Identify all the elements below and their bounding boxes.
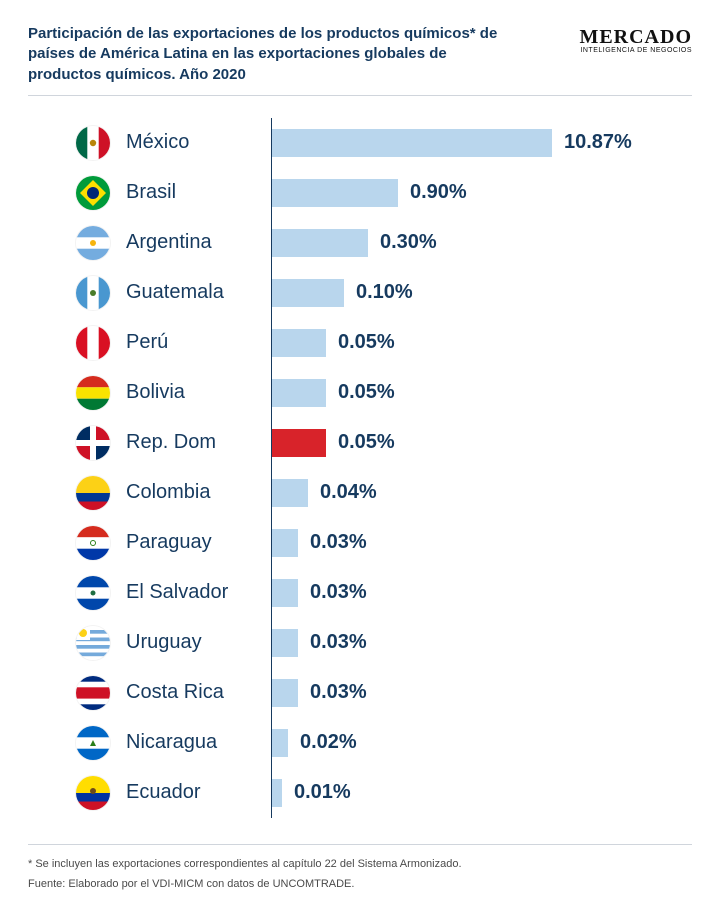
footer: * Se incluyen las exportaciones correspo…	[28, 844, 692, 895]
country-label: Bolivia	[126, 381, 271, 404]
sv-flag-icon	[76, 576, 110, 610]
value-label: 0.05%	[338, 331, 395, 354]
bar-area: 0.05%	[271, 418, 692, 468]
value-label: 0.04%	[320, 481, 377, 504]
bar-area: 0.03%	[271, 518, 692, 568]
bar-area: 0.90%	[271, 168, 692, 218]
header: Participación de las exportaciones de lo…	[28, 24, 692, 96]
bar	[272, 429, 326, 457]
chart-row: México 10.87%	[76, 118, 692, 168]
bar-area: 0.01%	[271, 768, 692, 818]
chart-row: Guatemala 0.10%	[76, 268, 692, 318]
bar-area: 0.04%	[271, 468, 692, 518]
value-label: 0.05%	[338, 431, 395, 454]
bar-chart: México 10.87% Brasil 0.90% Argentina 0.30% Gua…	[28, 118, 692, 818]
uy-flag-icon	[76, 626, 110, 660]
chart-row: Perú 0.05%	[76, 318, 692, 368]
bar	[272, 779, 282, 807]
brand-name: MERCADO	[579, 26, 692, 49]
value-label: 0.03%	[310, 581, 367, 604]
chart-row: Ecuador 0.01%	[76, 768, 692, 818]
bar	[272, 629, 298, 657]
bar	[272, 479, 308, 507]
py-flag-icon	[76, 526, 110, 560]
value-label: 0.90%	[410, 181, 467, 204]
country-label: Nicaragua	[126, 731, 271, 754]
bar	[272, 329, 326, 357]
co-flag-icon	[76, 476, 110, 510]
bar	[272, 179, 398, 207]
bar	[272, 379, 326, 407]
br-flag-icon	[76, 176, 110, 210]
country-label: El Salvador	[126, 581, 271, 604]
country-label: México	[126, 131, 271, 154]
chart-row: Rep. Dom 0.05%	[76, 418, 692, 468]
chart-row: Nicaragua 0.02%	[76, 718, 692, 768]
bar-area: 0.10%	[271, 268, 692, 318]
country-label: Ecuador	[126, 781, 271, 804]
chart-row: Brasil 0.90%	[76, 168, 692, 218]
bar-area: 0.05%	[271, 368, 692, 418]
value-label: 10.87%	[564, 131, 632, 154]
country-label: Argentina	[126, 231, 271, 254]
bar-area: 0.03%	[271, 568, 692, 618]
bar	[272, 229, 368, 257]
bar	[272, 729, 288, 757]
value-label: 0.05%	[338, 381, 395, 404]
country-label: Rep. Dom	[126, 431, 271, 454]
ni-flag-icon	[76, 726, 110, 760]
bo-flag-icon	[76, 376, 110, 410]
bar-area: 0.03%	[271, 668, 692, 718]
bar	[272, 529, 298, 557]
value-label: 0.03%	[310, 531, 367, 554]
footnote: * Se incluyen las exportaciones correspo…	[28, 855, 692, 875]
value-label: 0.30%	[380, 231, 437, 254]
country-label: Paraguay	[126, 531, 271, 554]
chart-row: Bolivia 0.05%	[76, 368, 692, 418]
chart-row: Colombia 0.04%	[76, 468, 692, 518]
country-label: Uruguay	[126, 631, 271, 654]
bar-area: 0.03%	[271, 618, 692, 668]
bar-area: 0.30%	[271, 218, 692, 268]
cr-flag-icon	[76, 676, 110, 710]
do-flag-icon	[76, 426, 110, 460]
bar	[272, 279, 344, 307]
value-label: 0.01%	[294, 781, 351, 804]
brand-block: MERCADO INTELIGENCIA DE NEGOCIOS	[579, 24, 692, 54]
country-label: Guatemala	[126, 281, 271, 304]
source-line: Fuente: Elaborado por el VDI-MICM con da…	[28, 875, 692, 895]
value-label: 0.03%	[310, 681, 367, 704]
ar-flag-icon	[76, 226, 110, 260]
bar-area: 10.87%	[271, 118, 692, 168]
value-label: 0.02%	[300, 731, 357, 754]
chart-row: El Salvador 0.03%	[76, 568, 692, 618]
bar-area: 0.02%	[271, 718, 692, 768]
chart-row: Argentina 0.30%	[76, 218, 692, 268]
bar	[272, 129, 552, 157]
bar	[272, 679, 298, 707]
value-label: 0.10%	[356, 281, 413, 304]
chart-row: Costa Rica 0.03%	[76, 668, 692, 718]
gt-flag-icon	[76, 276, 110, 310]
value-label: 0.03%	[310, 631, 367, 654]
bar	[272, 579, 298, 607]
pe-flag-icon	[76, 326, 110, 360]
chart-row: Uruguay 0.03%	[76, 618, 692, 668]
country-label: Colombia	[126, 481, 271, 504]
brand-subtitle: INTELIGENCIA DE NEGOCIOS	[579, 47, 692, 54]
chart-title: Participación de las exportaciones de lo…	[28, 24, 508, 85]
mx-flag-icon	[76, 126, 110, 160]
bar-area: 0.05%	[271, 318, 692, 368]
country-label: Perú	[126, 331, 271, 354]
country-label: Brasil	[126, 181, 271, 204]
chart-row: Paraguay 0.03%	[76, 518, 692, 568]
country-label: Costa Rica	[126, 681, 271, 704]
ec-flag-icon	[76, 776, 110, 810]
